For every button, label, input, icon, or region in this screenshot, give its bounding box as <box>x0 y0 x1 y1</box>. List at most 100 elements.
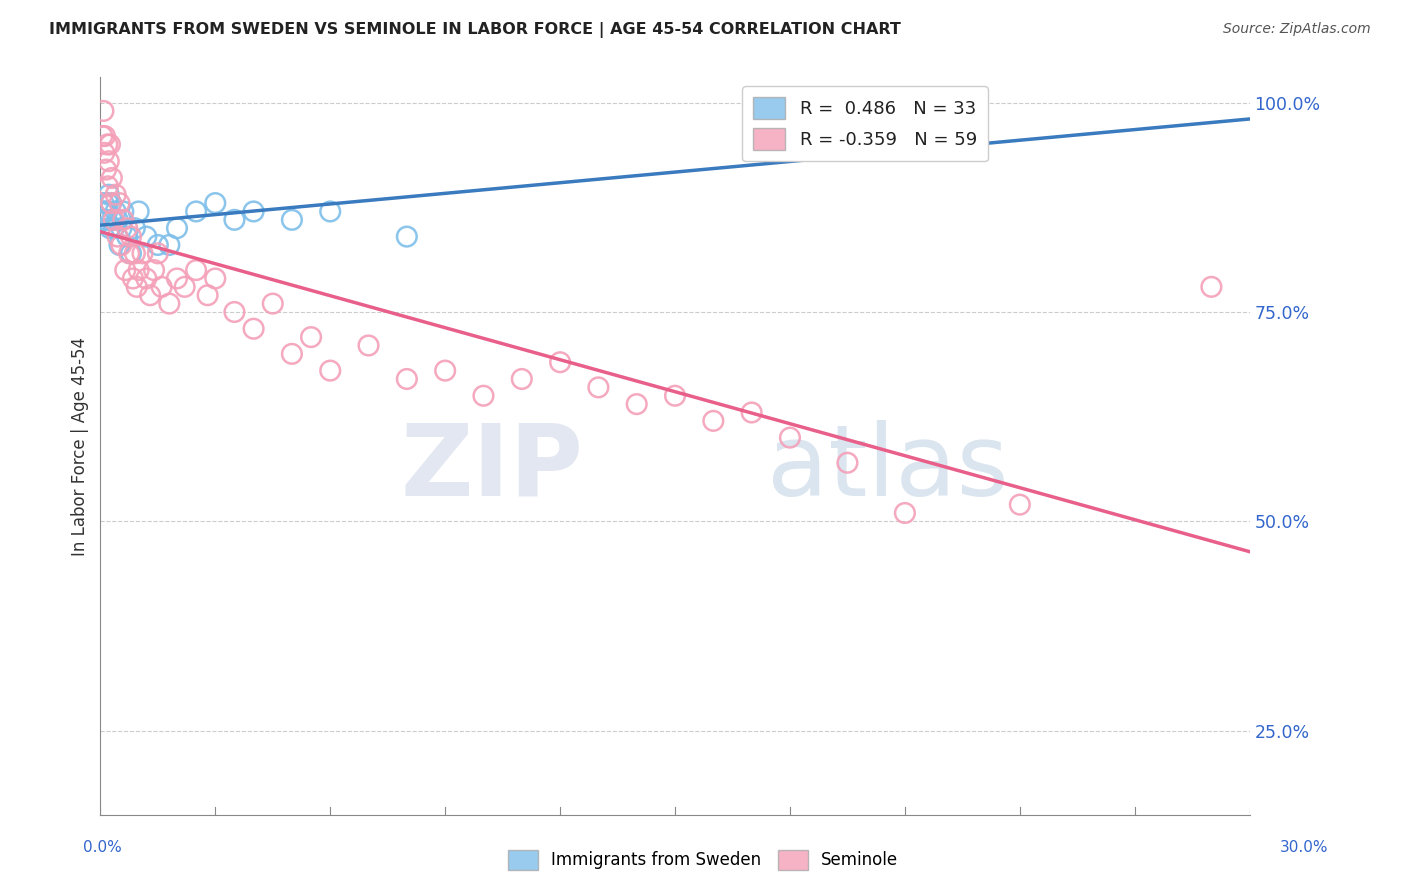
Point <box>741 405 763 419</box>
Point <box>197 288 219 302</box>
Point <box>98 137 121 152</box>
Text: IMMIGRANTS FROM SWEDEN VS SEMINOLE IN LABOR FORCE | AGE 45-54 CORRELATION CHART: IMMIGRANTS FROM SWEDEN VS SEMINOLE IN LA… <box>49 22 901 38</box>
Y-axis label: In Labor Force | Age 45-54: In Labor Force | Age 45-54 <box>72 336 89 556</box>
Point <box>108 238 131 252</box>
Point <box>173 280 195 294</box>
Point <box>224 305 246 319</box>
Point <box>94 204 117 219</box>
Point <box>281 347 304 361</box>
Point <box>204 271 226 285</box>
Point <box>664 389 686 403</box>
Point <box>242 322 264 336</box>
Text: 0.0%: 0.0% <box>83 840 122 855</box>
Point <box>588 380 610 394</box>
Point <box>104 204 127 219</box>
Point <box>395 372 418 386</box>
Point <box>107 229 129 244</box>
Point <box>139 288 162 302</box>
Point <box>93 145 115 160</box>
Point <box>166 221 188 235</box>
Point <box>100 196 122 211</box>
Point <box>96 137 118 152</box>
Point <box>281 212 304 227</box>
Point <box>122 271 145 285</box>
Point <box>150 280 173 294</box>
Point <box>128 204 150 219</box>
Point <box>124 246 146 260</box>
Point <box>97 187 120 202</box>
Point <box>120 229 142 244</box>
Point <box>299 330 322 344</box>
Point <box>157 296 180 310</box>
Point <box>224 212 246 227</box>
Point <box>104 187 127 202</box>
Text: Source: ZipAtlas.com: Source: ZipAtlas.com <box>1223 22 1371 37</box>
Point <box>93 196 115 211</box>
Point <box>143 263 166 277</box>
Point <box>101 212 124 227</box>
Point <box>107 212 129 227</box>
Point <box>548 355 571 369</box>
Point <box>120 246 142 260</box>
Point <box>510 372 533 386</box>
Point <box>91 129 114 144</box>
Point <box>319 363 342 377</box>
Point <box>242 204 264 219</box>
Point <box>100 196 122 211</box>
Point <box>855 120 877 135</box>
Point <box>91 204 114 219</box>
Point <box>110 238 132 252</box>
Point <box>103 212 125 227</box>
Point <box>112 204 135 219</box>
Point <box>472 389 495 403</box>
Point <box>1008 498 1031 512</box>
Point <box>837 456 859 470</box>
Point <box>115 229 138 244</box>
Point <box>96 204 118 219</box>
Point <box>395 229 418 244</box>
Point <box>101 171 124 186</box>
Point <box>146 246 169 260</box>
Legend: Immigrants from Sweden, Seminole: Immigrants from Sweden, Seminole <box>501 843 905 877</box>
Point <box>204 196 226 211</box>
Point <box>779 431 801 445</box>
Point <box>135 271 157 285</box>
Point <box>97 196 120 211</box>
Point <box>434 363 457 377</box>
Point <box>626 397 648 411</box>
Point <box>98 221 121 235</box>
Point <box>184 204 207 219</box>
Point <box>94 129 117 144</box>
Point <box>114 263 136 277</box>
Point <box>125 280 148 294</box>
Point <box>115 221 138 235</box>
Point <box>108 196 131 211</box>
Point <box>103 221 125 235</box>
Point <box>93 103 115 118</box>
Point <box>128 263 150 277</box>
Point <box>94 212 117 227</box>
Point <box>157 238 180 252</box>
Point <box>166 271 188 285</box>
Point <box>135 229 157 244</box>
Text: ZIP: ZIP <box>401 419 583 516</box>
Point <box>262 296 284 310</box>
Point <box>131 246 153 260</box>
Point <box>93 212 115 227</box>
Point <box>94 162 117 177</box>
Point <box>110 221 132 235</box>
Text: atlas: atlas <box>768 419 1008 516</box>
Text: 30.0%: 30.0% <box>1281 840 1329 855</box>
Point <box>1201 280 1223 294</box>
Point <box>124 221 146 235</box>
Point <box>319 204 342 219</box>
Point <box>112 212 135 227</box>
Point <box>357 338 380 352</box>
Point <box>97 179 120 194</box>
Point <box>702 414 724 428</box>
Point <box>97 154 120 169</box>
Point <box>894 506 917 520</box>
Point <box>118 246 141 260</box>
Legend: R =  0.486   N = 33, R = -0.359   N = 59: R = 0.486 N = 33, R = -0.359 N = 59 <box>742 87 988 161</box>
Point <box>184 263 207 277</box>
